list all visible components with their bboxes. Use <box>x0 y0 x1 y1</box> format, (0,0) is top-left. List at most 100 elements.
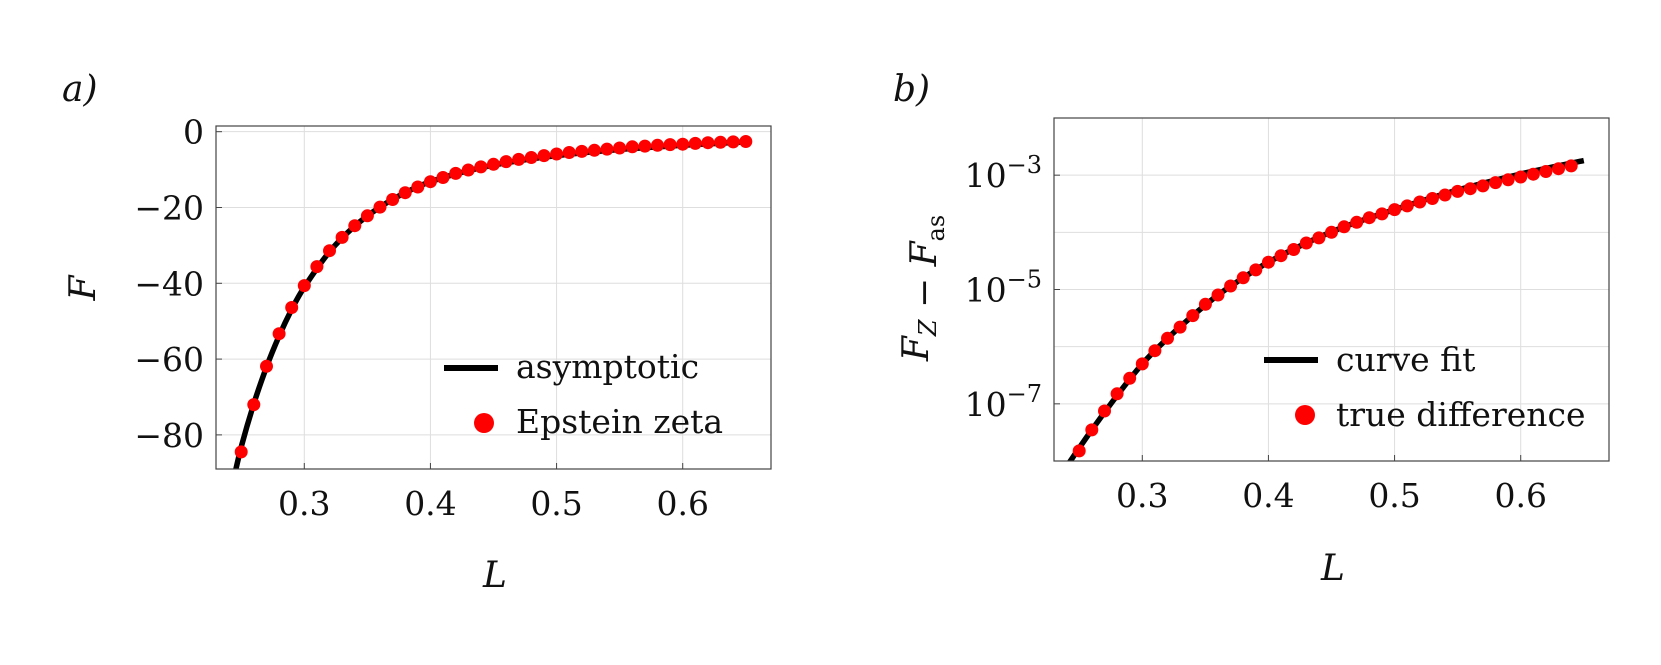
data-point <box>487 157 500 171</box>
x-tick-label: 0.5 <box>1368 476 1420 515</box>
data-point <box>1224 279 1238 293</box>
data-point <box>1098 404 1111 418</box>
data-point <box>1514 170 1528 184</box>
data-point <box>562 146 576 159</box>
x-tick-label: 0.5 <box>530 484 582 523</box>
y-tick-label: −80 <box>134 416 204 455</box>
data-point <box>1085 423 1099 437</box>
data-point <box>234 445 248 459</box>
data-point <box>1135 357 1149 371</box>
x-tick-label: 0.4 <box>1242 476 1294 515</box>
data-point <box>714 135 727 149</box>
data-point <box>1350 215 1364 229</box>
legend-line-label: asymptotic <box>516 347 699 386</box>
data-point <box>739 135 753 148</box>
data-point <box>449 166 463 180</box>
x-tick-label: 0.6 <box>656 484 708 523</box>
data-point <box>260 359 273 373</box>
data-point <box>1425 192 1439 205</box>
data-point <box>1438 188 1452 202</box>
data-point <box>1489 176 1502 190</box>
data-point <box>600 142 614 156</box>
data-point <box>663 138 677 152</box>
data-point <box>1564 159 1578 173</box>
data-point <box>398 186 412 200</box>
panel-a-x-ticks: 0.3 0.4 0.5 0.6 <box>278 463 709 523</box>
data-point <box>651 138 664 152</box>
data-point <box>285 301 299 314</box>
data-point <box>1287 243 1301 256</box>
y-tick-label: 10−5 <box>965 266 1042 310</box>
data-point <box>1501 173 1515 187</box>
panel-a-label: a) <box>62 69 98 110</box>
data-point <box>1539 165 1553 178</box>
panel-b-x-axis-label: L <box>1320 548 1345 589</box>
data-point <box>1312 231 1326 245</box>
data-point <box>1400 199 1414 213</box>
data-point <box>335 230 349 244</box>
data-point <box>512 152 526 166</box>
data-point <box>524 151 538 164</box>
data-point <box>360 209 374 223</box>
data-point <box>1325 225 1338 239</box>
data-point <box>1236 271 1250 285</box>
data-point <box>323 244 336 258</box>
data-point <box>310 260 324 274</box>
panel-b-y-axis-label: FZ − Fas <box>896 215 950 362</box>
data-point <box>1173 320 1187 334</box>
panel-b-y-ticks: 10−3 10−5 10−7 <box>965 151 1060 424</box>
panel-b-legend: curve fit true difference <box>1264 340 1586 434</box>
data-point <box>1299 236 1313 250</box>
data-point <box>701 136 715 150</box>
data-point <box>1413 195 1427 209</box>
y-tick-label: −60 <box>134 340 204 379</box>
panel-b-label: b) <box>893 69 930 110</box>
panel-b: b) 0.3 0.4 0.5 0.6 10−310−510−7 L FZ − Fas … <box>893 69 1610 589</box>
data-point <box>676 137 690 151</box>
y-tick-label: 0 <box>183 113 204 152</box>
data-point <box>1211 288 1225 302</box>
data-point <box>348 219 362 233</box>
data-point <box>1249 263 1263 277</box>
legend-dot-label: true difference <box>1336 395 1586 434</box>
data-point <box>272 327 286 341</box>
x-tick-label: 0.3 <box>278 484 330 523</box>
panel-b-dots-layer <box>1072 159 1578 458</box>
data-point <box>1261 255 1275 269</box>
data-point <box>436 171 450 184</box>
data-point <box>1388 203 1402 217</box>
panel-a-legend: asymptotic Epstein zeta <box>444 347 723 441</box>
y-tick-label: 10−3 <box>965 151 1042 195</box>
x-tick-label: 0.4 <box>404 484 456 523</box>
data-point <box>1463 182 1477 196</box>
legend-dot-swatch <box>474 413 494 433</box>
data-point <box>373 200 387 214</box>
data-point <box>411 180 425 194</box>
data-point <box>1375 207 1389 221</box>
data-point <box>461 163 475 177</box>
data-point <box>1274 249 1288 263</box>
panel-a-y-ticks: 0 −20 −40 −60 −80 <box>134 113 222 455</box>
data-point <box>1198 297 1212 311</box>
panel-a-x-axis-label: L <box>482 555 507 596</box>
data-point <box>537 149 551 163</box>
x-tick-label: 0.6 <box>1494 476 1546 515</box>
data-point <box>1186 309 1200 323</box>
data-point <box>1451 184 1465 198</box>
data-point <box>575 144 589 158</box>
panel-b-x-ticks: 0.3 0.4 0.5 0.6 <box>1116 455 1547 515</box>
data-point <box>1526 167 1540 181</box>
panel-a-plot-frame <box>215 125 772 470</box>
data-point <box>726 135 740 149</box>
data-point <box>625 140 639 154</box>
data-point <box>587 143 601 157</box>
data-point <box>1123 371 1137 385</box>
data-point <box>1110 387 1124 401</box>
data-point <box>474 160 488 174</box>
y-tick-label: −20 <box>134 188 204 227</box>
legend-dot-swatch <box>1295 405 1315 425</box>
panel-a-dots-layer <box>234 135 753 459</box>
data-point <box>1552 162 1565 176</box>
data-point <box>386 193 400 206</box>
